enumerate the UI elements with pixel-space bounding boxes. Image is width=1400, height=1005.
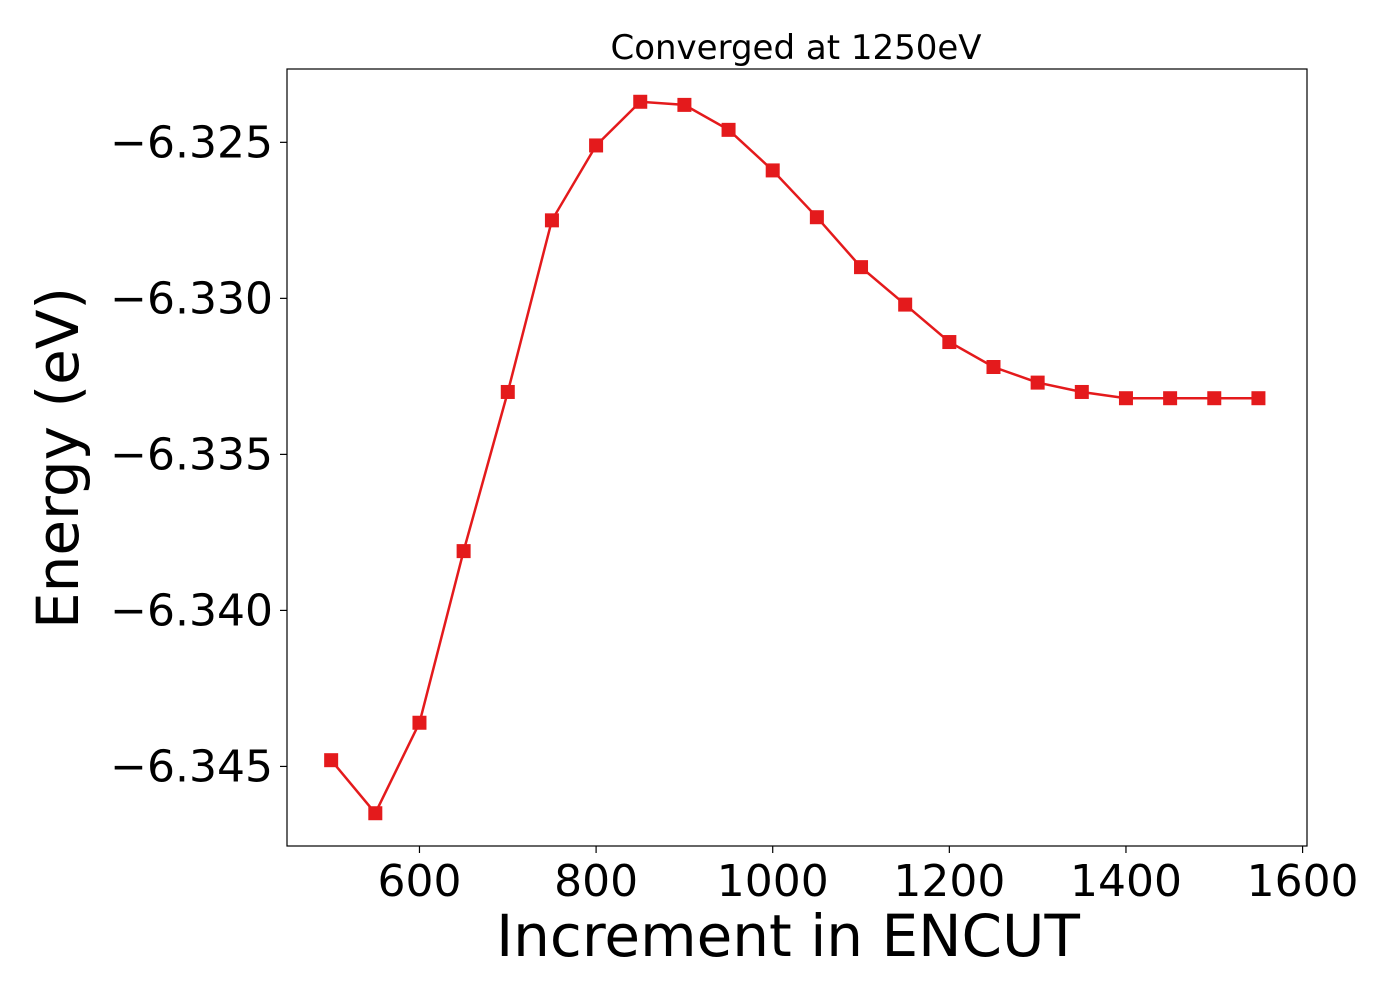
- data-point: [942, 335, 957, 350]
- data-point: [633, 94, 648, 109]
- data-point: [1163, 391, 1178, 406]
- x-axis-label: Increment in ENCUT: [496, 902, 1080, 970]
- plot-frame: [286, 68, 1308, 847]
- y-tick-label: −6.330: [110, 273, 273, 324]
- x-tick-label: 1000: [717, 856, 829, 907]
- data-point: [721, 122, 736, 137]
- data-point: [898, 297, 913, 312]
- data-point: [1118, 391, 1133, 406]
- y-tick-label: −6.335: [110, 429, 273, 480]
- data-point: [765, 163, 780, 178]
- y-tick-label: −6.340: [110, 585, 273, 636]
- data-point: [1207, 391, 1222, 406]
- data-point: [500, 384, 515, 399]
- x-tick-label: 600: [377, 856, 461, 907]
- x-axis: 600 800 1000 1200 1400 1600: [377, 846, 1359, 907]
- x-tick-label: 1400: [1070, 856, 1182, 907]
- chart-title: Converged at 1250eV: [610, 28, 981, 68]
- y-axis: −6.345 −6.340 −6.335 −6.330 −6.325: [110, 117, 287, 792]
- data-point: [1074, 384, 1089, 399]
- data-point: [456, 544, 471, 559]
- data-point: [1251, 391, 1266, 406]
- data-point: [324, 753, 339, 768]
- data-point: [986, 360, 1001, 375]
- data-point: [677, 97, 692, 112]
- data-point: [544, 213, 559, 228]
- x-tick-label: 1200: [893, 856, 1005, 907]
- x-tick-label: 800: [554, 856, 638, 907]
- data-point: [854, 260, 869, 275]
- data-point: [368, 806, 383, 821]
- data-point: [412, 715, 427, 730]
- data-point: [809, 210, 824, 225]
- x-tick-label: 1600: [1247, 856, 1359, 907]
- series-line: [330, 100, 1259, 816]
- y-tick-label: −6.325: [110, 117, 273, 168]
- y-axis-label: Energy (eV): [24, 287, 92, 629]
- data-point: [589, 138, 604, 153]
- series-markers: [324, 94, 1266, 821]
- y-tick-label: −6.345: [110, 741, 273, 792]
- data-point: [1030, 375, 1045, 390]
